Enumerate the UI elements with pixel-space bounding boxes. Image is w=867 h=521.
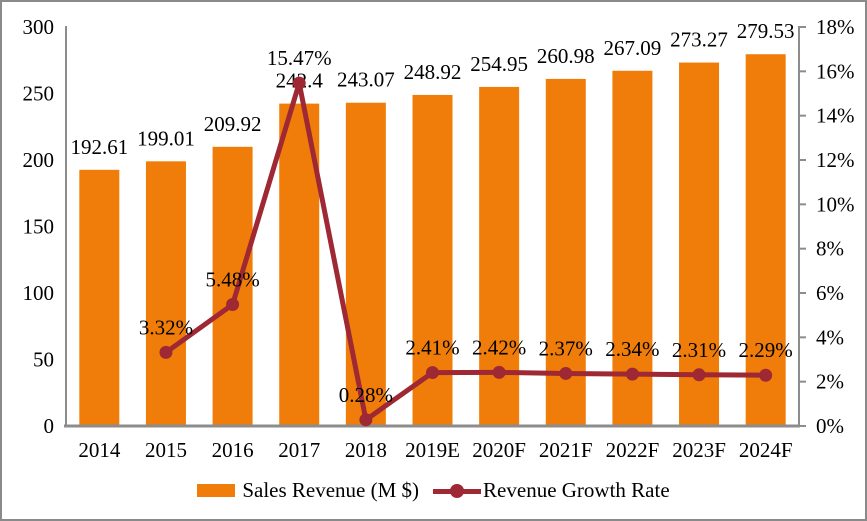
right-axis-tick-label: 18%	[816, 15, 855, 39]
right-axis-tick-label: 0%	[816, 414, 844, 438]
growth-marker-2017	[292, 76, 306, 90]
bar-2015	[145, 161, 186, 426]
right-axis-tick-label: 2%	[816, 370, 844, 394]
legend-label-growth-rate: Revenue Growth Rate	[483, 478, 670, 502]
left-axis-tick-label: 100	[23, 281, 55, 305]
x-axis-label-2023F: 2023F	[672, 438, 726, 462]
growth-marker-2021F	[559, 366, 573, 380]
legend-label-sales-revenue: Sales Revenue (M $)	[242, 478, 420, 502]
bar-2014	[79, 169, 120, 426]
growth-marker-2016	[226, 298, 240, 312]
bar-2018	[345, 102, 386, 426]
left-axis-tick-label: 150	[23, 215, 55, 239]
legend-item-sales-revenue: Sales Revenue (M $)	[197, 478, 419, 503]
right-axis-tick-label: 16%	[816, 59, 855, 83]
growth-rate-label: 2.42%	[472, 335, 526, 359]
chart-legend: Sales Revenue (M $) Revenue Growth Rate	[2, 478, 865, 503]
x-axis-label-2015: 2015	[145, 438, 187, 462]
x-axis-label-2016: 2016	[212, 438, 254, 462]
growth-rate-line	[163, 80, 769, 423]
x-axis-label-2017: 2017	[278, 438, 320, 462]
right-axis-tick-label: 10%	[816, 192, 855, 216]
x-axis-label-2020F: 2020F	[472, 438, 526, 462]
bar-value-label: 199.01	[137, 126, 195, 150]
right-axis-tick-label: 6%	[816, 281, 844, 305]
left-axis-tick-label: 300	[23, 15, 55, 39]
left-axis-tick-label: 250	[23, 82, 55, 106]
bar-value-label: 243.07	[337, 68, 395, 92]
growth-rate-label: 2.31%	[672, 338, 726, 362]
growth-marker-2018	[359, 413, 373, 427]
right-axis-tick-label: 12%	[816, 148, 855, 172]
growth-marker-2022F	[625, 367, 639, 381]
growth-marker-2024F	[759, 368, 773, 382]
right-axis-tick-label: 4%	[816, 325, 844, 349]
x-axis-label-2019E: 2019E	[405, 438, 460, 462]
legend-item-growth-rate: Revenue Growth Rate	[433, 478, 670, 503]
bar-value-label: 254.95	[470, 52, 528, 76]
bar-2024F	[745, 54, 786, 427]
x-axis-label-2021F: 2021F	[539, 438, 593, 462]
bar-value-label: 279.53	[737, 19, 795, 43]
growth-marker-2020F	[492, 365, 506, 379]
bar-value-label: 192.61	[70, 135, 128, 159]
growth-rate-label: 2.29%	[739, 338, 793, 362]
growth-rate-label: 2.37%	[539, 336, 593, 360]
bar-value-label: 267.09	[604, 36, 662, 60]
growth-marker-2023F	[692, 368, 706, 382]
growth-marker-2015	[159, 345, 173, 359]
x-axis-label-2022F: 2022F	[606, 438, 660, 462]
growth-marker-2019E	[426, 366, 439, 380]
bar-2022F	[612, 70, 653, 427]
growth-rate-label: 5.48%	[205, 268, 259, 292]
bar-value-label: 209.92	[204, 112, 262, 136]
right-axis-tick-label: 14%	[816, 104, 855, 128]
x-axis-label-2018: 2018	[345, 438, 387, 462]
right-axis-tick-label: 8%	[816, 237, 844, 261]
left-axis-tick-label: 50	[33, 348, 54, 372]
left-axis-tick-label: 0	[44, 414, 55, 438]
bar-value-label: 273.27	[670, 28, 728, 52]
left-axis-tick-label: 200	[23, 148, 55, 172]
growth-rate-label: 0.28%	[339, 383, 393, 407]
bar-2023F	[679, 62, 720, 426]
bar-swatch-icon	[197, 484, 236, 497]
bar-value-label: 248.92	[404, 60, 462, 84]
x-axis-label-2014: 2014	[78, 438, 121, 462]
x-axis-label-2024F: 2024F	[739, 438, 793, 462]
growth-rate-label: 2.41%	[405, 336, 459, 360]
growth-rate-label: 3.32%	[139, 315, 193, 339]
growth-rate-label: 15.47%	[267, 46, 332, 70]
bar-value-label: 260.98	[537, 44, 595, 68]
line-marker-swatch-icon	[433, 483, 482, 498]
growth-rate-label: 2.34%	[605, 337, 659, 361]
bar-2016	[212, 146, 253, 426]
